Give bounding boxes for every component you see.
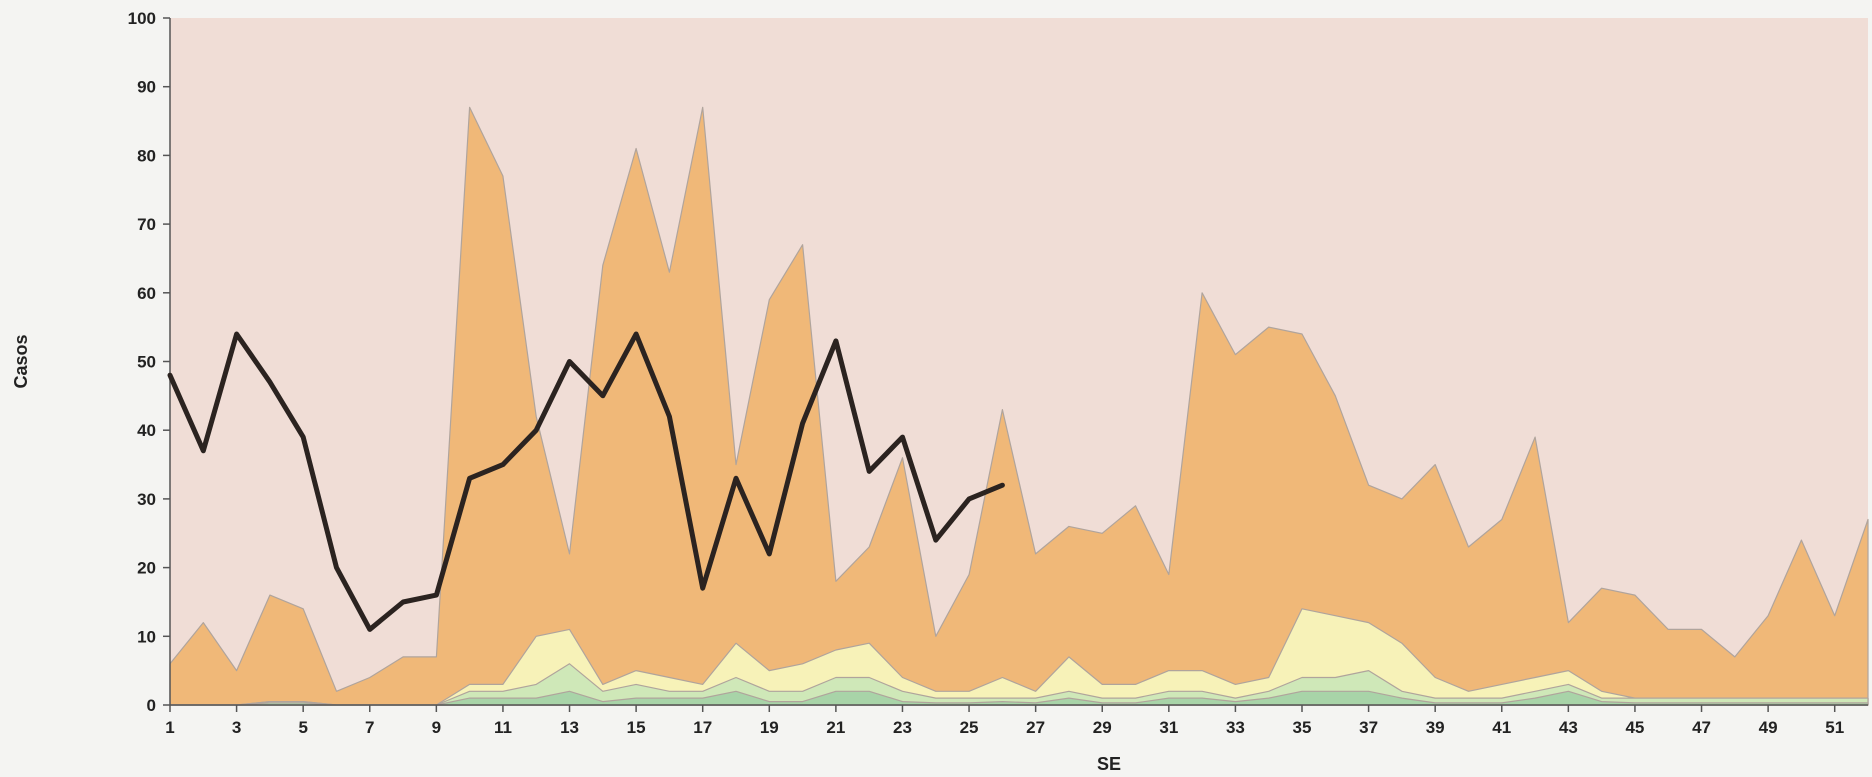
x-tick-label: 17 [693,718,712,737]
x-tick-label: 39 [1426,718,1445,737]
line-layer [167,331,1005,632]
x-tick-label: 33 [1226,718,1245,737]
current-year-line [167,331,1005,632]
y-tick-label: 10 [137,627,156,646]
x-tick-label: 35 [1293,718,1312,737]
y-tick-label: 40 [137,421,156,440]
safety-zone-area [169,663,1869,706]
x-tick-label: 31 [1159,718,1178,737]
x-tick-label: 13 [560,718,579,737]
epidemic-zone-area [169,106,1869,706]
x-tick-label: 51 [1825,718,1844,737]
x-tick-label: 7 [365,718,374,737]
areas-layer [169,106,1869,706]
x-tick-label: 19 [760,718,779,737]
x-tick-label: 41 [1492,718,1511,737]
x-tick-label: 47 [1692,718,1711,737]
x-tick-label: 49 [1759,718,1778,737]
y-tick-label: 30 [137,490,156,509]
x-tick-label: 25 [960,718,979,737]
y-tick-label: 90 [137,78,156,97]
x-tick-label: 21 [826,718,845,737]
x-tick-label: 27 [1026,718,1045,737]
y-tick-label: 70 [137,215,156,234]
x-tick-label: 23 [893,718,912,737]
x-tick-label: 43 [1559,718,1578,737]
x-tick-label: 15 [627,718,646,737]
y-tick-label: 50 [137,353,156,372]
x-tick-label: 29 [1093,718,1112,737]
y-tick-label: 20 [137,559,156,578]
y-tick-label: 100 [128,9,156,28]
y-tick-label: 0 [147,696,156,715]
x-tick-label: 3 [232,718,241,737]
x-tick-label: 5 [298,718,307,737]
x-tick-label: 45 [1625,718,1644,737]
x-tick-label: 11 [494,718,512,737]
y-axis-title: Casos [11,334,31,388]
x-axis-title: SE [1097,754,1121,774]
axes-layer [163,17,1868,712]
x-tick-label: 37 [1359,718,1378,737]
success-zone-area [169,690,1869,706]
y-tick-label: 80 [137,146,156,165]
y-tick-label: 60 [137,284,156,303]
x-tick-label: 9 [432,718,441,737]
x-tick-label: 1 [165,718,174,737]
